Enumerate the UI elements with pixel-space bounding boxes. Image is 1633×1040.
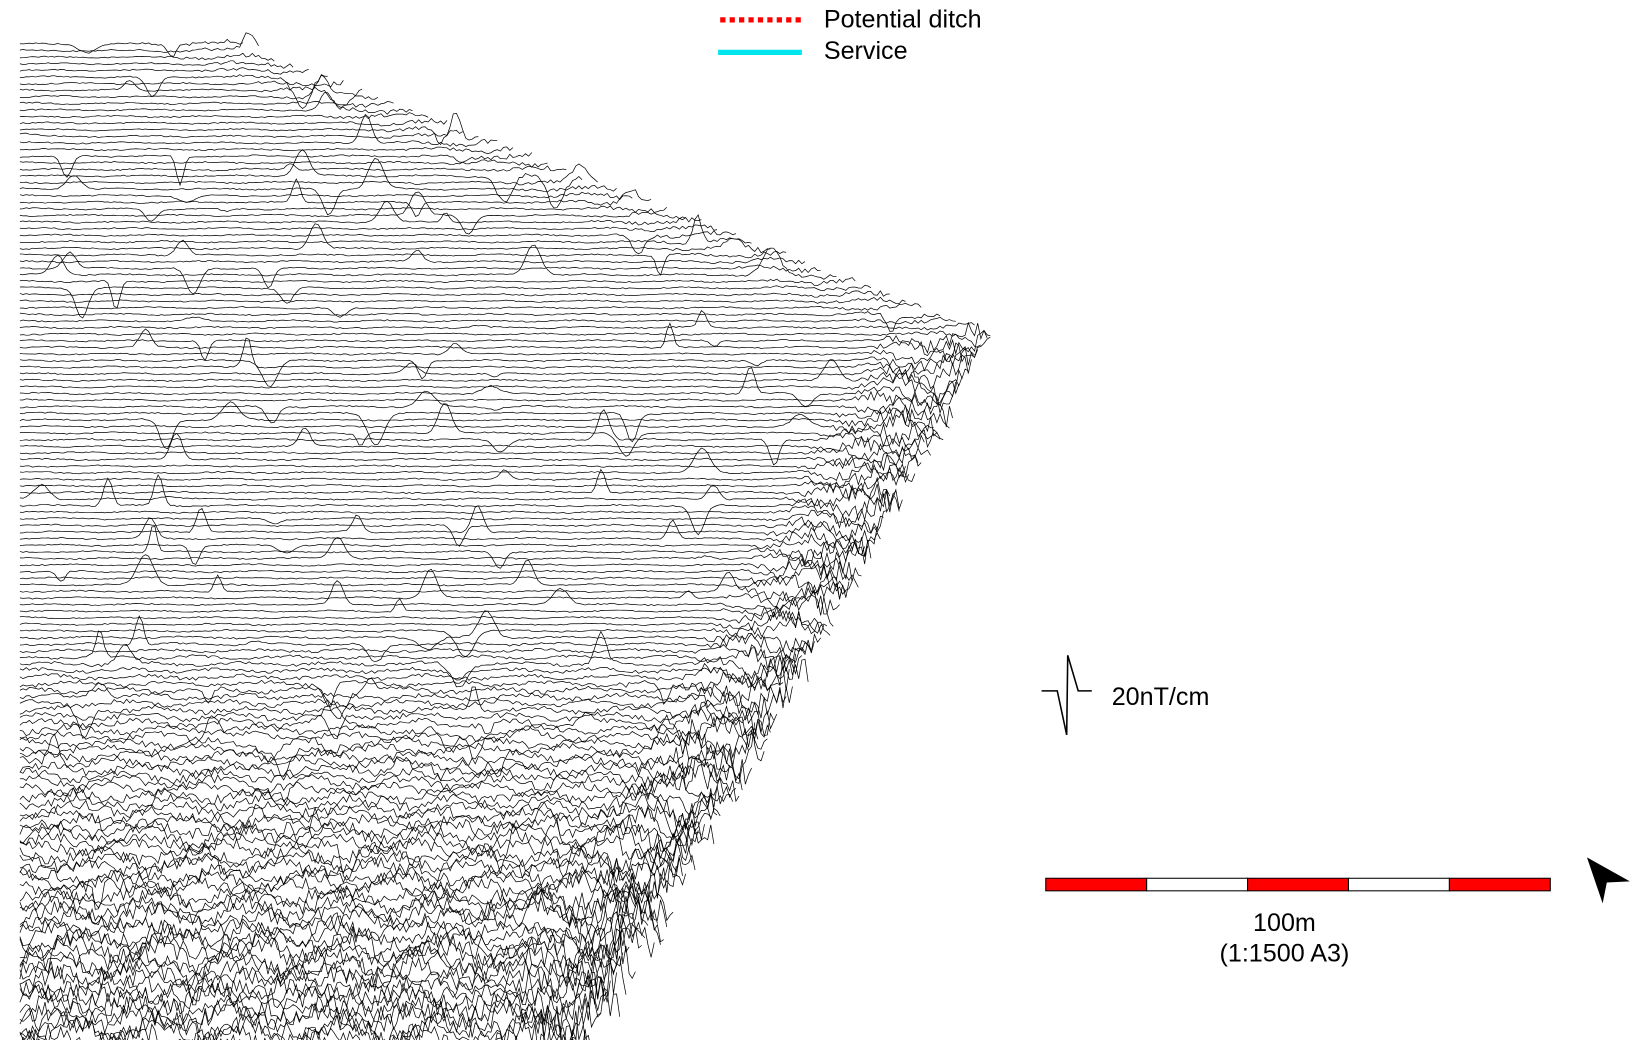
trace <box>20 225 717 232</box>
trace <box>20 61 293 69</box>
scale-segment <box>1248 878 1349 891</box>
trace <box>20 297 906 303</box>
trace <box>20 323 987 361</box>
trace <box>20 734 749 790</box>
legend-label: Potential ditch <box>824 6 982 34</box>
trace <box>20 820 701 877</box>
trace <box>20 278 855 308</box>
trace <box>20 68 309 75</box>
trace <box>20 206 667 221</box>
trace <box>20 410 934 465</box>
trace <box>20 391 953 427</box>
page: Potential ditch Service 20nT/cm 100m (1:… <box>0 0 1633 1040</box>
trace <box>20 317 956 324</box>
scale-bar-subtitle: (1:1500 A3) <box>1220 939 1350 967</box>
trace <box>20 527 868 569</box>
scale-bar-label: 100m <box>1253 909 1316 937</box>
trace <box>20 75 378 99</box>
trace <box>20 147 513 154</box>
trace <box>20 411 940 439</box>
trace <box>20 672 793 708</box>
trace <box>20 164 598 185</box>
plot-content: Potential ditch Service 20nT/cm 100m (1:… <box>20 6 1630 1040</box>
trace <box>20 436 924 468</box>
trace <box>20 153 532 186</box>
trace <box>20 291 890 297</box>
trace <box>20 656 802 685</box>
trace <box>20 551 858 588</box>
scale-segment <box>1046 878 1147 891</box>
scale-segment <box>1449 878 1550 891</box>
trace <box>20 465 909 488</box>
scale-segment <box>1348 878 1449 891</box>
trace <box>20 160 548 167</box>
trace <box>20 795 720 839</box>
trace <box>20 534 871 564</box>
survey-plot: Potential ditch Service 20nT/cm 100m (1:… <box>0 0 1633 1040</box>
trace <box>20 231 736 254</box>
trace <box>20 773 733 801</box>
trace <box>20 708 764 761</box>
trace <box>20 338 975 379</box>
trace-scale-label: 20nT/cm <box>1112 683 1210 711</box>
trace <box>20 928 639 976</box>
trace <box>20 118 447 126</box>
trace <box>20 470 902 512</box>
trace <box>20 240 786 275</box>
trace-plot <box>20 33 990 1040</box>
trace <box>20 355 972 388</box>
trace <box>20 201 701 225</box>
trace <box>20 39 243 56</box>
trace <box>20 192 686 234</box>
trace <box>20 192 632 202</box>
trace <box>20 150 582 208</box>
trace <box>20 510 887 533</box>
trace <box>20 632 805 687</box>
trace <box>20 1015 585 1040</box>
trace <box>20 364 962 404</box>
trace <box>20 101 394 107</box>
trace <box>20 616 815 662</box>
trace <box>20 93 413 115</box>
trace <box>20 631 808 686</box>
trace <box>20 80 343 86</box>
scale-bar <box>1046 878 1551 891</box>
trace <box>20 683 786 718</box>
trace <box>20 402 943 449</box>
trace <box>20 667 789 719</box>
trace <box>20 179 651 216</box>
trace <box>20 483 899 512</box>
trace <box>20 250 805 264</box>
trace <box>20 978 604 1038</box>
trace <box>20 215 752 244</box>
trace <box>20 538 865 581</box>
trace <box>20 331 990 347</box>
legend-label: Service <box>824 37 908 65</box>
scale-segment <box>1147 878 1248 891</box>
north-arrow <box>1587 857 1630 903</box>
trace <box>20 53 274 61</box>
trace-scale-symbol <box>1042 655 1092 735</box>
